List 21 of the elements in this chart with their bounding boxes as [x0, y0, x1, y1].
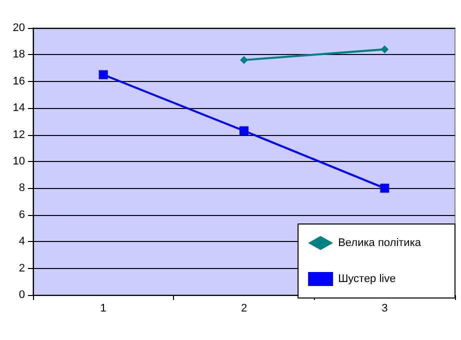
point: [240, 56, 248, 64]
x-tick-label: 2: [240, 302, 248, 314]
y-tick-label: 14: [12, 102, 25, 114]
x-tick-label: 1: [100, 302, 106, 314]
y-tick-label: 18: [12, 48, 25, 61]
point: [240, 126, 248, 136]
y-tick-label: 16: [12, 75, 25, 88]
y-tick-label: 6: [18, 208, 25, 221]
legend-label: Велика політика: [338, 237, 422, 249]
point: [380, 45, 389, 54]
y-tick-label: 10: [12, 156, 25, 168]
y-tick-label: 12: [12, 128, 25, 141]
y-tick-label: 4: [18, 236, 25, 248]
y-tick-label: 20: [12, 22, 25, 34]
y-tick-label: 0: [18, 289, 25, 301]
point: [380, 184, 390, 193]
y-tick-label: 8: [18, 182, 25, 194]
y-tick-label: 2: [18, 262, 25, 274]
point: [98, 70, 108, 80]
legend-label: Шустер live: [338, 273, 396, 285]
x-tick-label: 3: [382, 302, 388, 314]
